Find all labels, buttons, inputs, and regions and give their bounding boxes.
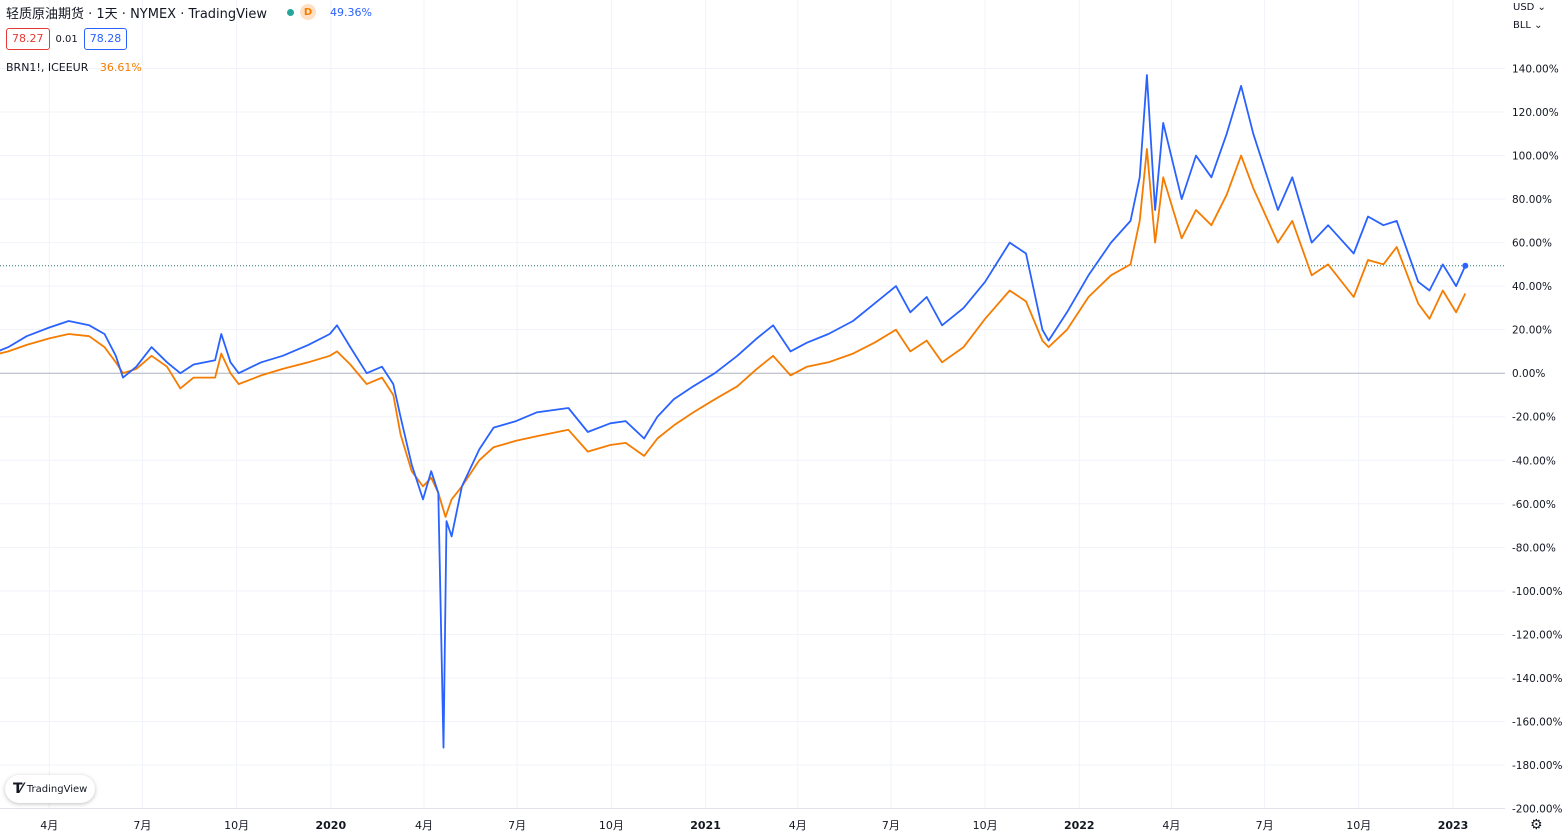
y-tick-label: 20.00% — [1512, 325, 1552, 337]
compare-series-legend[interactable]: BRN1!, ICEEUR 36.61% — [6, 61, 142, 74]
y-tick-label: -200.00% — [1512, 804, 1563, 816]
bid-ask-row: 78.27 0.01 78.28 — [6, 28, 128, 50]
y-tick-label: 100.00% — [1512, 151, 1559, 163]
y-tick-label: 0.00% — [1512, 368, 1545, 380]
y-tick-label: -120.00% — [1512, 629, 1563, 641]
x-tick-label: 7月 — [882, 819, 900, 832]
x-tick-label: 2021 — [690, 819, 721, 832]
x-tick-label: 7月 — [1256, 819, 1274, 832]
y-tick-label: 120.00% — [1512, 107, 1559, 119]
y-tick-label: -140.00% — [1512, 673, 1563, 685]
x-tick-label: 10月 — [224, 819, 249, 832]
compare-series-change: 36.61% — [99, 61, 142, 74]
x-tick-label: 4月 — [1162, 819, 1180, 832]
y-tick-label: -60.00% — [1512, 499, 1556, 511]
compare-series-label: BRN1!, ICEEUR — [6, 61, 89, 74]
spread-value: 0.01 — [55, 33, 78, 45]
x-tick-label: 4月 — [40, 819, 58, 832]
x-tick-label: 10月 — [1346, 819, 1371, 832]
y-tick-label: -160.00% — [1512, 716, 1563, 728]
interval-badge[interactable]: D — [300, 4, 317, 20]
x-tick-label: 2023 — [1438, 819, 1469, 832]
tradingview-logo[interactable]: T⁄ TradingView — [5, 775, 96, 803]
bid-price[interactable]: 78.27 — [6, 28, 50, 50]
market-status-icon — [287, 8, 295, 16]
y-tick-label: 40.00% — [1512, 281, 1552, 293]
series-line — [0, 74, 1467, 749]
y-tick-label: -180.00% — [1512, 760, 1563, 772]
chart-header: 轻质原油期货 · 1天 · NYMEX · TradingView D 49.3… — [6, 3, 372, 22]
y-tick-label: -20.00% — [1512, 412, 1556, 424]
x-tick-label: 10月 — [973, 819, 998, 832]
currency-selector[interactable]: USD ⌄ — [1513, 2, 1546, 13]
gear-icon[interactable]: ⚙ — [1530, 817, 1543, 833]
series-line — [0, 148, 1467, 518]
x-grid-lines — [48, 0, 1454, 808]
x-tick-label: 4月 — [789, 819, 807, 832]
last-value-marker — [1462, 262, 1469, 269]
ask-price[interactable]: 78.28 — [83, 28, 128, 50]
y-axis-ticks: 140.00% 120.00% 100.00% 80.00% 60.00% 40.00% 2… — [1512, 64, 1563, 816]
y-tick-label: 80.00% — [1512, 194, 1552, 206]
x-axis-ticks: 4月 7月 10月 2020 4月 7月 10月 2021 4月 7月 10月 2022 4月 7月 10月… — [0, 808, 1505, 832]
x-tick-label: 7月 — [508, 819, 526, 832]
x-tick-label: 10月 — [599, 819, 624, 832]
symbol-title[interactable]: 轻质原油期货 · 1天 · NYMEX · TradingView — [6, 6, 268, 22]
x-tick-label: 2020 — [316, 819, 347, 832]
y-tick-label: -100.00% — [1512, 586, 1563, 598]
grid-lines — [0, 68, 1505, 810]
unit-selector[interactable]: BLL ⌄ — [1513, 20, 1543, 31]
x-tick-label: 2022 — [1064, 819, 1095, 832]
x-tick-label: 4月 — [415, 819, 433, 832]
series-lines — [0, 74, 1467, 749]
tradingview-logo-icon: T⁄ — [13, 781, 23, 797]
y-tick-label: 140.00% — [1512, 64, 1559, 76]
y-tick-label: 60.00% — [1512, 238, 1552, 250]
x-tick-label: 7月 — [133, 819, 151, 832]
y-tick-label: -80.00% — [1512, 542, 1556, 554]
logo-text: TradingView — [26, 783, 88, 795]
y-tick-label: -40.00% — [1512, 455, 1556, 467]
main-change-pct: 49.36% — [330, 5, 372, 19]
